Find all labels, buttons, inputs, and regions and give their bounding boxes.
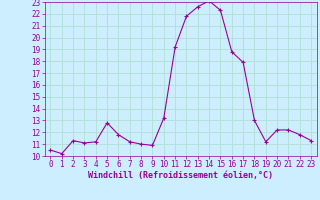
X-axis label: Windchill (Refroidissement éolien,°C): Windchill (Refroidissement éolien,°C) [88, 171, 273, 180]
